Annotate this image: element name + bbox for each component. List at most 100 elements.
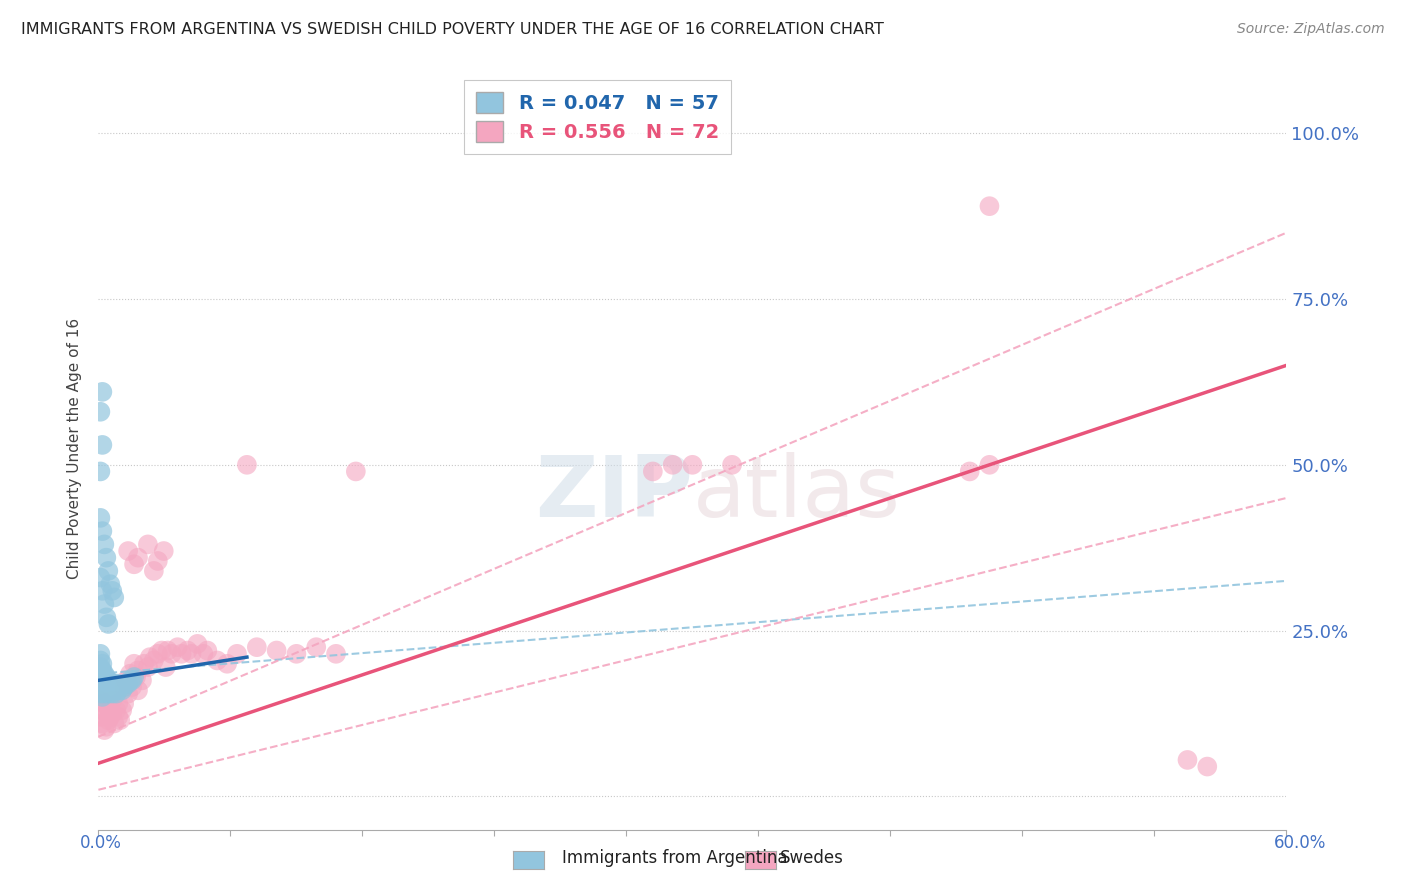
Point [98, 710, 121, 724]
Point [325, 647, 347, 661]
Text: IMMIGRANTS FROM ARGENTINA VS SWEDISH CHILD POVERTY UNDER THE AGE OF 16 CORRELATI: IMMIGRANTS FROM ARGENTINA VS SWEDISH CHI… [21, 22, 884, 37]
Point [91, 524, 114, 538]
Point [661, 458, 683, 472]
Point [91, 690, 114, 704]
Point [96, 676, 118, 690]
Point [89, 693, 111, 707]
Point [122, 670, 145, 684]
Text: Source: ZipAtlas.com: Source: ZipAtlas.com [1237, 22, 1385, 37]
Point [91, 384, 114, 399]
Point [979, 458, 1001, 472]
Point [186, 637, 208, 651]
Point [103, 683, 125, 698]
Point [176, 643, 198, 657]
Point [89, 660, 111, 674]
Point [115, 673, 138, 688]
Y-axis label: Child Poverty Under the Age of 16: Child Poverty Under the Age of 16 [67, 318, 83, 579]
Point [98, 703, 121, 717]
Point [136, 537, 159, 551]
Point [97, 699, 120, 714]
Point [89, 405, 111, 419]
Point [142, 564, 165, 578]
Point [91, 670, 114, 684]
Point [117, 676, 139, 690]
Point [285, 647, 308, 661]
Point [139, 650, 162, 665]
Point [266, 643, 288, 657]
Point [979, 199, 1001, 213]
Point [101, 706, 124, 721]
Point [155, 660, 177, 674]
Point [105, 687, 128, 701]
Point [91, 676, 114, 690]
Point [156, 643, 179, 657]
Point [107, 697, 129, 711]
Point [121, 673, 143, 688]
Point [121, 680, 143, 694]
Point [108, 680, 131, 694]
Point [96, 720, 118, 734]
Point [115, 676, 138, 690]
Point [127, 683, 149, 698]
Point [96, 670, 118, 684]
Point [98, 676, 121, 690]
Point [120, 673, 142, 688]
Point [89, 647, 111, 661]
Point [217, 657, 239, 671]
Point [96, 550, 118, 565]
Point [89, 710, 111, 724]
Text: 60.0%: 60.0% [1274, 834, 1327, 852]
Point [111, 683, 134, 698]
Point [96, 610, 118, 624]
Text: ZIP: ZIP [534, 452, 692, 535]
Point [142, 653, 165, 667]
Point [120, 666, 142, 681]
Point [1197, 759, 1219, 773]
Point [170, 647, 193, 661]
Point [97, 687, 120, 701]
Point [160, 647, 183, 661]
Point [101, 583, 124, 598]
Point [131, 673, 153, 688]
Point [89, 465, 111, 479]
Point [107, 676, 129, 690]
Point [93, 680, 115, 694]
Point [117, 544, 139, 558]
Point [98, 683, 121, 698]
Point [146, 554, 169, 568]
Point [89, 511, 111, 525]
Point [91, 438, 114, 452]
Point [101, 687, 124, 701]
Point [89, 570, 111, 584]
Point [226, 647, 249, 661]
Point [97, 564, 120, 578]
Point [89, 687, 111, 701]
Text: atlas: atlas [692, 452, 900, 535]
Point [205, 653, 228, 667]
Point [103, 591, 125, 605]
Point [246, 640, 269, 655]
Point [91, 657, 114, 671]
Point [112, 680, 135, 694]
Point [125, 670, 148, 684]
Point [101, 680, 124, 694]
Point [122, 657, 145, 671]
Point [89, 653, 111, 667]
Point [89, 673, 111, 688]
Point [97, 673, 120, 688]
Point [681, 458, 703, 472]
Legend: R = 0.047   N = 57, R = 0.556   N = 72: R = 0.047 N = 57, R = 0.556 N = 72 [464, 80, 731, 154]
Point [103, 676, 125, 690]
Point [127, 664, 149, 678]
Point [195, 643, 218, 657]
Point [152, 544, 174, 558]
Point [89, 680, 111, 694]
Point [166, 640, 188, 655]
Point [96, 706, 118, 721]
Point [107, 710, 129, 724]
Point [959, 465, 981, 479]
Point [91, 703, 114, 717]
Point [236, 458, 259, 472]
Point [91, 683, 114, 698]
Point [193, 647, 215, 661]
